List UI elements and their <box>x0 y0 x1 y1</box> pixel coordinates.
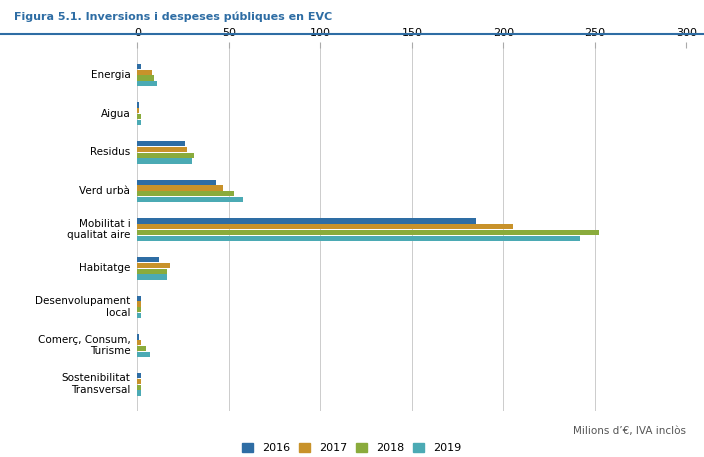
Bar <box>137 108 139 113</box>
Bar <box>137 114 141 119</box>
Text: Figura 5.1. Inversions i despeses públiques en EVC: Figura 5.1. Inversions i despeses públiq… <box>14 11 332 22</box>
Bar <box>137 191 234 197</box>
Bar <box>137 141 185 146</box>
Bar <box>137 218 476 223</box>
Bar <box>137 307 141 313</box>
Bar <box>137 379 141 384</box>
Legend: 2016, 2017, 2018, 2019: 2016, 2017, 2018, 2019 <box>241 442 461 453</box>
Bar <box>137 102 139 107</box>
Bar <box>137 120 141 125</box>
Bar <box>137 186 223 191</box>
Bar <box>137 302 141 307</box>
Bar <box>137 274 167 280</box>
Bar <box>137 384 141 390</box>
Bar <box>137 197 244 202</box>
Bar <box>137 390 141 396</box>
Bar <box>137 334 139 340</box>
Bar <box>137 230 598 235</box>
Bar <box>137 147 187 152</box>
Bar <box>137 64 141 69</box>
Bar <box>137 313 141 318</box>
Bar <box>137 159 192 164</box>
Bar <box>137 224 513 229</box>
Bar <box>137 373 141 378</box>
Bar <box>137 340 141 345</box>
Bar <box>137 352 150 357</box>
Bar <box>137 263 170 268</box>
Bar <box>137 180 216 185</box>
Bar <box>137 75 153 80</box>
Bar <box>137 296 141 301</box>
Bar <box>137 346 146 351</box>
Bar <box>137 69 152 75</box>
Text: Milions d’€, IVA inclòs: Milions d’€, IVA inclòs <box>573 426 686 436</box>
Bar <box>137 269 167 274</box>
Bar <box>137 236 580 241</box>
Bar <box>137 81 158 86</box>
Bar <box>137 153 194 158</box>
Bar <box>137 257 159 262</box>
